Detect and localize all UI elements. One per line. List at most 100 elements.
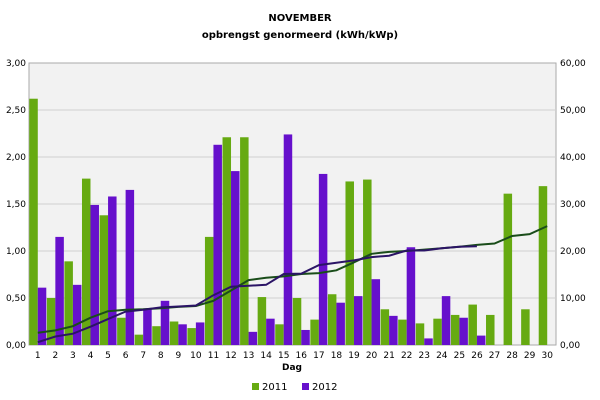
bar-2012-day-2: [55, 236, 64, 345]
y-tick-label-right: 30,00: [560, 200, 586, 210]
x-tick-label: 21: [383, 351, 394, 361]
x-tick-label: 12: [225, 351, 236, 361]
bar-2012-day-21: [389, 315, 398, 345]
bar-2011-day-5: [99, 215, 109, 345]
legend-swatch: [252, 383, 259, 390]
bar-2011-day-22: [398, 319, 407, 345]
bar-2011-day-26: [468, 304, 477, 345]
y-tick-label-left: 2,50: [6, 106, 26, 116]
legend-label: 2012: [312, 382, 337, 393]
bar-2012-day-22: [406, 247, 416, 345]
bar-2012-day-8: [160, 300, 170, 345]
bar-2012-day-18: [336, 302, 345, 345]
bar-2012-day-14: [266, 318, 275, 345]
x-tick-label: 14: [260, 351, 272, 361]
x-axis-label: Dag: [282, 363, 302, 373]
bar-2011-day-7: [134, 334, 144, 345]
bar-2011-day-15: [275, 324, 284, 345]
y-axis-right: 0,00 10,00 20,00 30,00 40,00 50,00 60,00: [560, 59, 586, 351]
bar-2011-day-6: [117, 317, 126, 345]
y-tick-label-left: 2,00: [6, 153, 26, 163]
x-tick-label: 8: [158, 351, 164, 361]
bar-2011-day-12: [222, 137, 232, 345]
bar-2012-day-10: [195, 322, 205, 345]
bars: [29, 98, 548, 345]
cumulative-lines: [37, 225, 548, 344]
cumulative-line-2012: [37, 245, 477, 344]
bar-2012-day-7: [143, 309, 152, 345]
bar-2012-day-11: [213, 144, 222, 345]
x-tick-label: 18: [331, 351, 343, 361]
x-tick-label: 13: [243, 351, 254, 361]
bar-2011-day-4: [81, 178, 91, 345]
x-tick-label: 20: [366, 351, 378, 361]
x-tick-label: 26: [471, 351, 483, 361]
bar-2011-day-8: [152, 326, 161, 345]
bar-2012-day-17: [318, 173, 328, 345]
x-tick-label: 1: [35, 351, 41, 361]
x-tick-label: 25: [454, 351, 465, 361]
bar-2012-day-3: [72, 284, 82, 345]
bar-2011-day-1: [29, 98, 38, 345]
x-tick-label: 19: [348, 351, 360, 361]
bar-2011-day-18: [327, 294, 337, 345]
chart-subtitle: opbrengst genormeerd (kWh/kWp): [202, 30, 398, 41]
x-tick-label: 11: [208, 351, 219, 361]
bar-2012-day-5: [108, 196, 117, 345]
bar-2012-day-1: [37, 287, 47, 345]
x-tick-label: 5: [105, 351, 111, 361]
bar-2012-day-25: [459, 317, 468, 345]
bar-2011-day-27: [486, 314, 495, 345]
x-tick-label: 29: [524, 351, 536, 361]
bar-2011-day-2: [46, 298, 56, 345]
bar-2012-day-9: [178, 324, 187, 345]
x-tick-label: 16: [296, 351, 308, 361]
x-tick-label: 3: [70, 351, 76, 361]
legend-item-2012[interactable]: 2012: [302, 382, 337, 393]
x-tick-label: 17: [313, 351, 324, 361]
x-tick-label: 2: [52, 351, 58, 361]
bar-2012-day-20: [371, 279, 381, 345]
x-tick-label: 28: [506, 351, 518, 361]
x-tick-label: 4: [88, 351, 94, 361]
y-tick-label-right: 0,00: [560, 341, 580, 351]
legend[interactable]: 2011 2012: [252, 382, 337, 393]
bar-2011-day-28: [503, 193, 513, 345]
bar-2011-day-14: [257, 297, 267, 345]
bar-2011-day-29: [521, 309, 530, 345]
bar-2012-day-6: [125, 189, 135, 345]
bar-2011-day-17: [310, 319, 319, 345]
bar-2012-day-23: [424, 338, 433, 345]
bar-2011-day-24: [433, 318, 442, 345]
bar-2011-day-25: [450, 314, 460, 345]
bar-2011-day-30: [538, 186, 548, 345]
y-tick-label-left: 1,00: [6, 247, 26, 257]
bar-2012-day-15: [283, 134, 293, 345]
y-tick-label-left: 0,00: [6, 341, 26, 351]
bar-2011-day-23: [415, 323, 425, 345]
x-tick-label: 27: [489, 351, 500, 361]
x-tick-label: 7: [140, 351, 146, 361]
bar-2012-day-12: [231, 171, 240, 345]
chart-title: NOVEMBER: [268, 13, 332, 24]
x-tick-label: 23: [419, 351, 430, 361]
bar-2011-day-21: [380, 309, 390, 345]
y-tick-label-right: 50,00: [560, 106, 586, 116]
x-tick-label: 24: [436, 351, 448, 361]
bar-2011-day-3: [64, 261, 73, 345]
y-tick-label-left: 1,50: [6, 200, 26, 210]
x-tick-label: 22: [401, 351, 412, 361]
legend-swatch: [302, 383, 309, 390]
bar-2012-day-19: [353, 296, 363, 345]
bar-2011-day-16: [292, 298, 302, 345]
y-tick-label-right: 10,00: [560, 294, 586, 304]
x-axis: 1 2 3 4 5 6 7 8 9 10 11 12 13 14 15 16 17 18 19 20 21 22 23 24 2…: [35, 351, 553, 361]
y-tick-label-left: 0,50: [6, 294, 26, 304]
x-tick-label: 6: [123, 351, 129, 361]
y-tick-label-left: 3,00: [6, 59, 26, 69]
legend-item-2011[interactable]: 2011: [252, 382, 287, 393]
y-tick-label-right: 60,00: [560, 59, 586, 69]
bar-2011-day-9: [169, 321, 179, 345]
bar-2011-day-10: [187, 328, 196, 345]
x-tick-label: 10: [190, 351, 202, 361]
